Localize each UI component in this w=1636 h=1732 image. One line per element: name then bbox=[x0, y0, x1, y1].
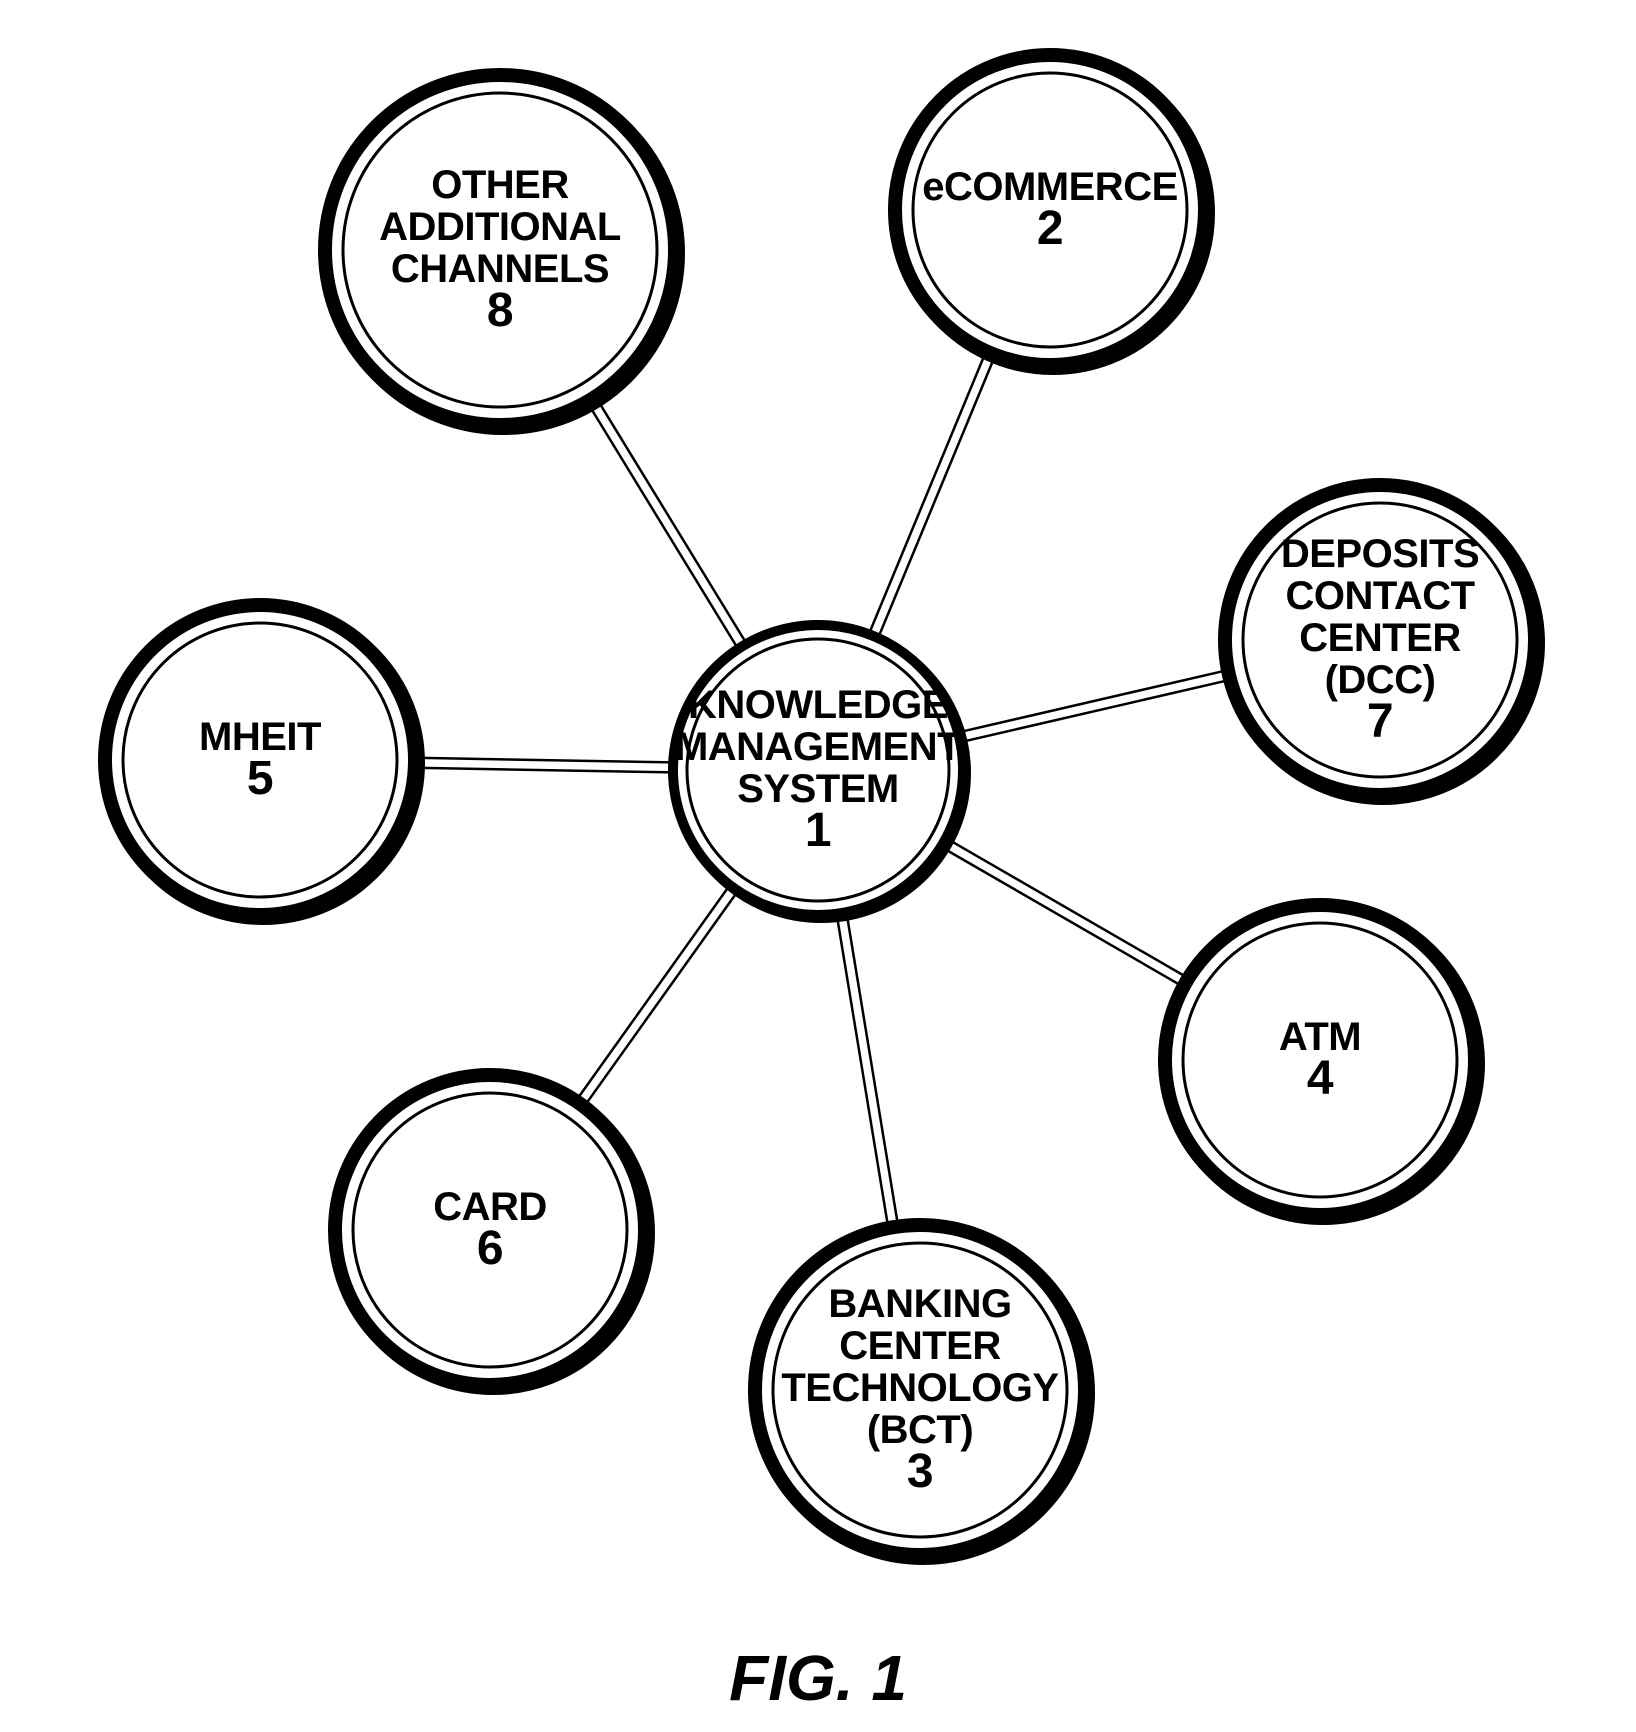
edge bbox=[837, 914, 889, 1228]
edge bbox=[958, 670, 1228, 732]
node-atm: ATM4 bbox=[1165, 905, 1478, 1218]
edge bbox=[941, 847, 1183, 987]
edge bbox=[584, 891, 738, 1107]
network-diagram: eCOMMERCE2 OTHERADDITIONALCHANNELS8 DEPOSI… bbox=[0, 0, 1636, 1732]
edge bbox=[415, 758, 673, 763]
node-other-channels: OTHERADDITIONALCHANNELS8 bbox=[325, 75, 678, 428]
node-dcc: DEPOSITSCONTACTCENTER(DCC)7 bbox=[1225, 485, 1538, 798]
edge bbox=[960, 680, 1230, 742]
edge bbox=[587, 402, 738, 649]
edge bbox=[846, 912, 898, 1226]
edge bbox=[596, 397, 747, 644]
edge bbox=[415, 768, 673, 773]
edge bbox=[878, 355, 995, 638]
node-card: CARD6 bbox=[335, 1075, 648, 1388]
node-center: KNOWLEDGEMANAGEMENTSYSTEM1 bbox=[673, 625, 966, 918]
node-bct: BANKINGCENTERTECHNOLOGY(BCT)3 bbox=[755, 1225, 1088, 1558]
edge bbox=[869, 351, 986, 634]
node-ecommerce: eCOMMERCE2 bbox=[895, 55, 1208, 368]
figure-caption: FIG. 1 bbox=[729, 1642, 907, 1714]
node-mheit: MHEIT5 bbox=[105, 605, 418, 918]
edge bbox=[576, 885, 730, 1101]
edge bbox=[946, 838, 1188, 978]
